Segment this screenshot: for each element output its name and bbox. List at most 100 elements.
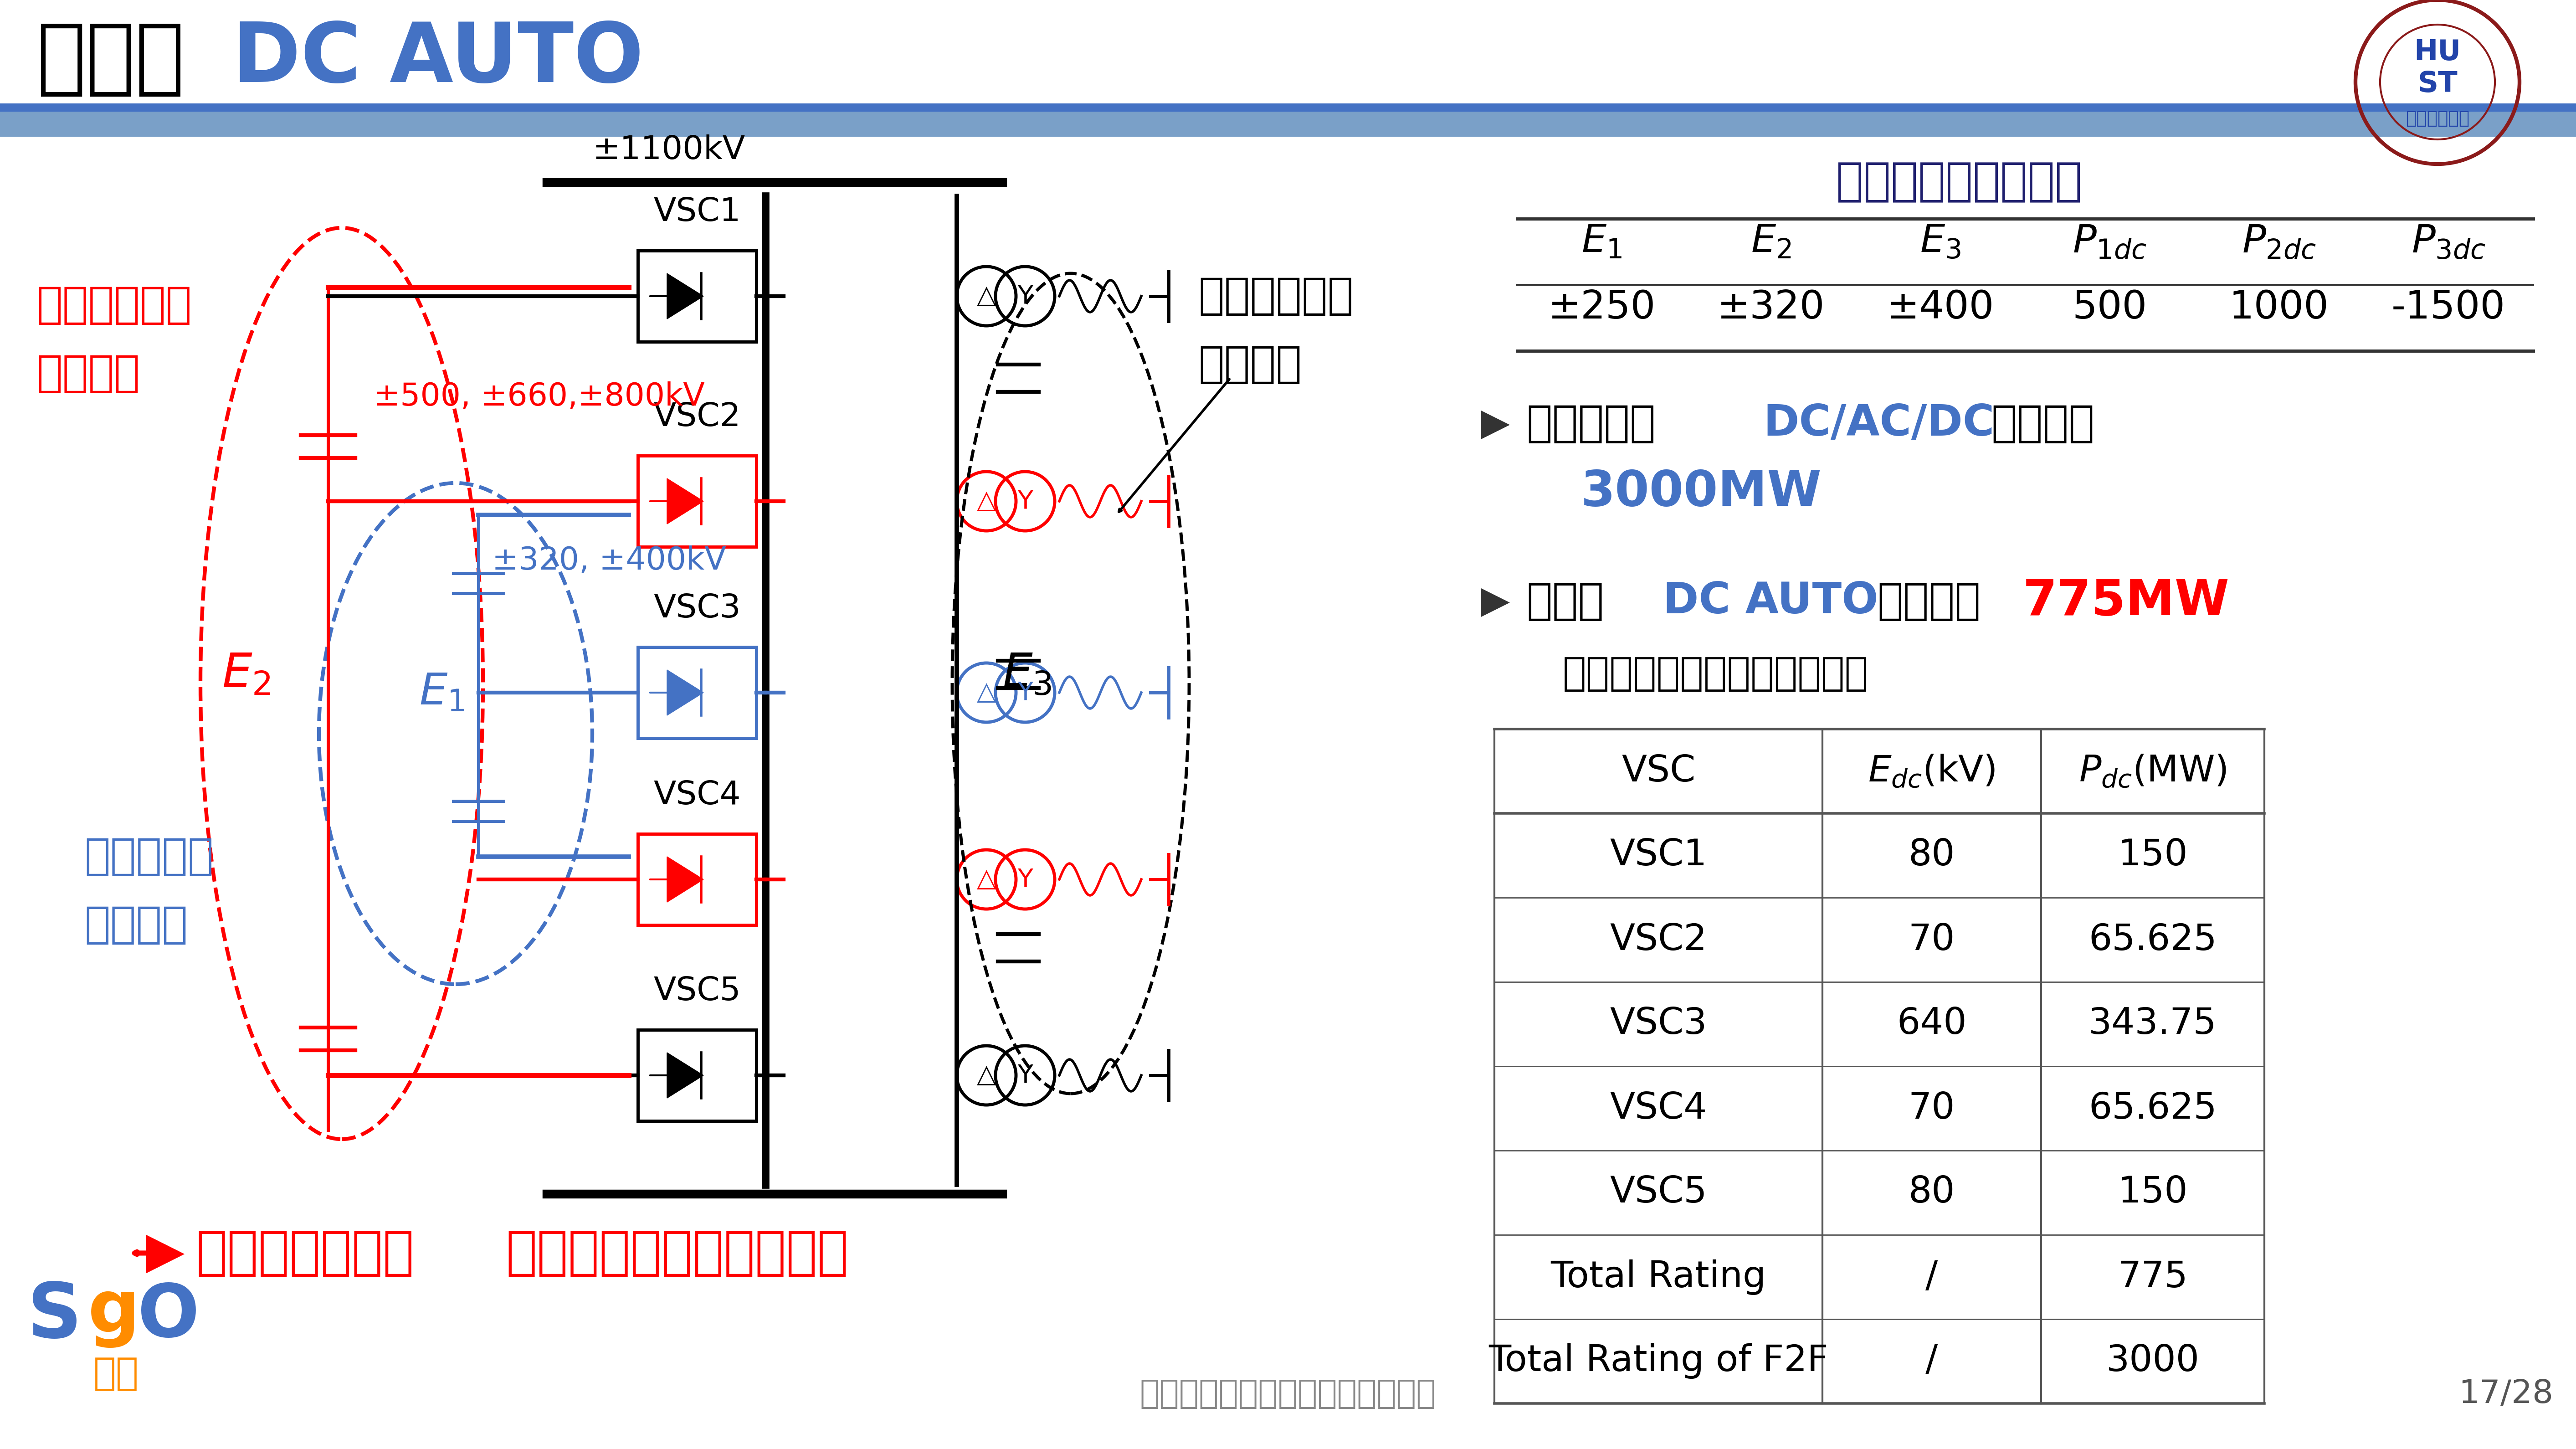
Text: 直流输电: 直流输电: [1198, 343, 1301, 385]
Text: VSC1: VSC1: [654, 197, 742, 227]
Text: VSC2: VSC2: [654, 401, 742, 433]
Text: VSC4: VSC4: [1610, 1091, 1708, 1126]
Bar: [639, 1030, 757, 1122]
Text: 多端口: 多端口: [36, 19, 185, 100]
Text: 343.75: 343.75: [2089, 1006, 2218, 1042]
Text: 跨区域、跨省: 跨区域、跨省: [36, 284, 191, 326]
Text: △: △: [976, 1064, 997, 1088]
Text: Y: Y: [1018, 284, 1033, 309]
Text: $E_3$: $E_3$: [1002, 652, 1051, 697]
Text: 80: 80: [1909, 1175, 1955, 1210]
Text: VSC1: VSC1: [1610, 838, 1708, 874]
Text: 1000: 1000: [2228, 288, 2329, 326]
Text: $E_1$: $E_1$: [1582, 223, 1623, 261]
Polygon shape: [667, 669, 703, 716]
Text: S: S: [28, 1279, 82, 1353]
Polygon shape: [667, 478, 703, 525]
Text: $E_2$: $E_2$: [1752, 223, 1790, 261]
Text: 华中科技大学: 华中科技大学: [2406, 110, 2470, 128]
Text: -1500: -1500: [2391, 288, 2506, 326]
Text: $E_{dc}$(kV): $E_{dc}$(kV): [1868, 753, 1996, 790]
Bar: [639, 833, 757, 924]
Text: 方便实现分级、: 方便实现分级、: [196, 1227, 415, 1278]
Text: 常规多端口: 常规多端口: [1528, 403, 1656, 445]
Polygon shape: [667, 1052, 703, 1098]
Bar: [639, 648, 757, 738]
Text: ±400: ±400: [1886, 288, 1994, 326]
Text: VSC5: VSC5: [654, 975, 742, 1007]
Text: ▶: ▶: [147, 1229, 185, 1278]
Text: $P_{dc}$(MW): $P_{dc}$(MW): [2079, 753, 2226, 790]
Text: 70: 70: [1909, 922, 1955, 958]
Text: 跨国、跨区域: 跨国、跨区域: [1198, 275, 1352, 317]
Text: Total Rating: Total Rating: [1551, 1259, 1767, 1295]
Bar: [639, 251, 757, 342]
Polygon shape: [667, 856, 703, 903]
Text: 775: 775: [2117, 1259, 2187, 1295]
Text: Y: Y: [1018, 1064, 1033, 1088]
Text: Y: Y: [1018, 488, 1033, 513]
Text: 65.625: 65.625: [2089, 1091, 2218, 1126]
Text: △: △: [976, 680, 997, 704]
Text: △: △: [976, 488, 997, 513]
Text: ±500, ±660,±800kV: ±500, ±660,±800kV: [374, 381, 706, 412]
Bar: [0, 103, 2576, 112]
Text: ±250: ±250: [1548, 288, 1656, 326]
Text: /: /: [1927, 1259, 1937, 1295]
Text: $P_{2dc}$: $P_{2dc}$: [2241, 223, 2316, 261]
Text: 多端口: 多端口: [1528, 581, 1605, 623]
Text: 思构: 思构: [93, 1355, 139, 1392]
Text: ▶: ▶: [1481, 406, 1510, 442]
Bar: [639, 455, 757, 546]
Text: $E_1$: $E_1$: [420, 671, 464, 714]
Text: △: △: [976, 284, 997, 309]
Text: DC/AC/DC: DC/AC/DC: [1762, 403, 1994, 445]
Bar: [0, 112, 2576, 136]
Text: 150: 150: [2117, 1175, 2187, 1210]
Text: Y: Y: [1018, 680, 1033, 704]
Text: ±320: ±320: [1718, 288, 1824, 326]
Text: ▶: ▶: [1481, 582, 1510, 620]
Text: 直流输电: 直流输电: [36, 352, 139, 394]
Text: VSC: VSC: [1620, 753, 1695, 788]
Text: ±1100kV: ±1100kV: [592, 135, 744, 167]
Text: DC AUTO: DC AUTO: [232, 19, 644, 100]
Text: DC AUTO: DC AUTO: [1664, 581, 1878, 623]
Text: 省内、本地: 省内、本地: [85, 836, 214, 878]
Text: Total Rating of F2F: Total Rating of F2F: [1489, 1343, 1829, 1379]
Text: 分层立体式直流互联电网: 分层立体式直流互联电网: [505, 1227, 848, 1278]
Text: VSC2: VSC2: [1610, 922, 1708, 958]
Text: 70: 70: [1909, 1091, 1955, 1126]
Text: O: O: [137, 1281, 198, 1352]
Text: $E_3$: $E_3$: [1919, 223, 1960, 261]
Text: g: g: [88, 1277, 139, 1348]
Text: 775MW: 775MW: [2022, 577, 2231, 626]
Polygon shape: [667, 274, 703, 319]
Text: 640: 640: [1896, 1006, 1965, 1042]
Text: /: /: [1927, 1343, 1937, 1379]
Text: 直流系统: 直流系统: [85, 904, 188, 946]
Text: HU
ST: HU ST: [2414, 39, 2460, 99]
Text: 额定直流电压与功率: 额定直流电压与功率: [1837, 161, 2081, 204]
Text: $P_{1dc}$: $P_{1dc}$: [2074, 223, 2146, 261]
Text: $E_2$: $E_2$: [222, 652, 270, 697]
Text: VSC5: VSC5: [1610, 1175, 1708, 1210]
Text: 17/28: 17/28: [2458, 1378, 2553, 1410]
Text: 80: 80: [1909, 838, 1955, 874]
Text: 500: 500: [2074, 288, 2148, 326]
Text: 65.625: 65.625: [2089, 922, 2218, 958]
Text: 总容量：: 总容量：: [1991, 403, 2094, 445]
Text: 总容量：: 总容量：: [1878, 581, 1981, 623]
Text: △: △: [976, 867, 997, 891]
Text: 3000: 3000: [2107, 1343, 2200, 1379]
Text: ±320, ±400kV: ±320, ±400kV: [492, 545, 726, 575]
Text: VSC3: VSC3: [1610, 1006, 1708, 1042]
Text: $P_{3dc}$: $P_{3dc}$: [2411, 223, 2486, 261]
Text: Y: Y: [1018, 867, 1033, 891]
Text: VSC4: VSC4: [654, 780, 742, 811]
Text: 150: 150: [2117, 838, 2187, 874]
Text: 中国电工技术学会新媒体平台发布: 中国电工技术学会新媒体平台发布: [1139, 1378, 1437, 1410]
Text: VSC3: VSC3: [654, 593, 742, 625]
Text: （未考虑直流故障隔离能力）: （未考虑直流故障隔离能力）: [1564, 655, 1868, 693]
Text: 3000MW: 3000MW: [1582, 468, 1821, 516]
